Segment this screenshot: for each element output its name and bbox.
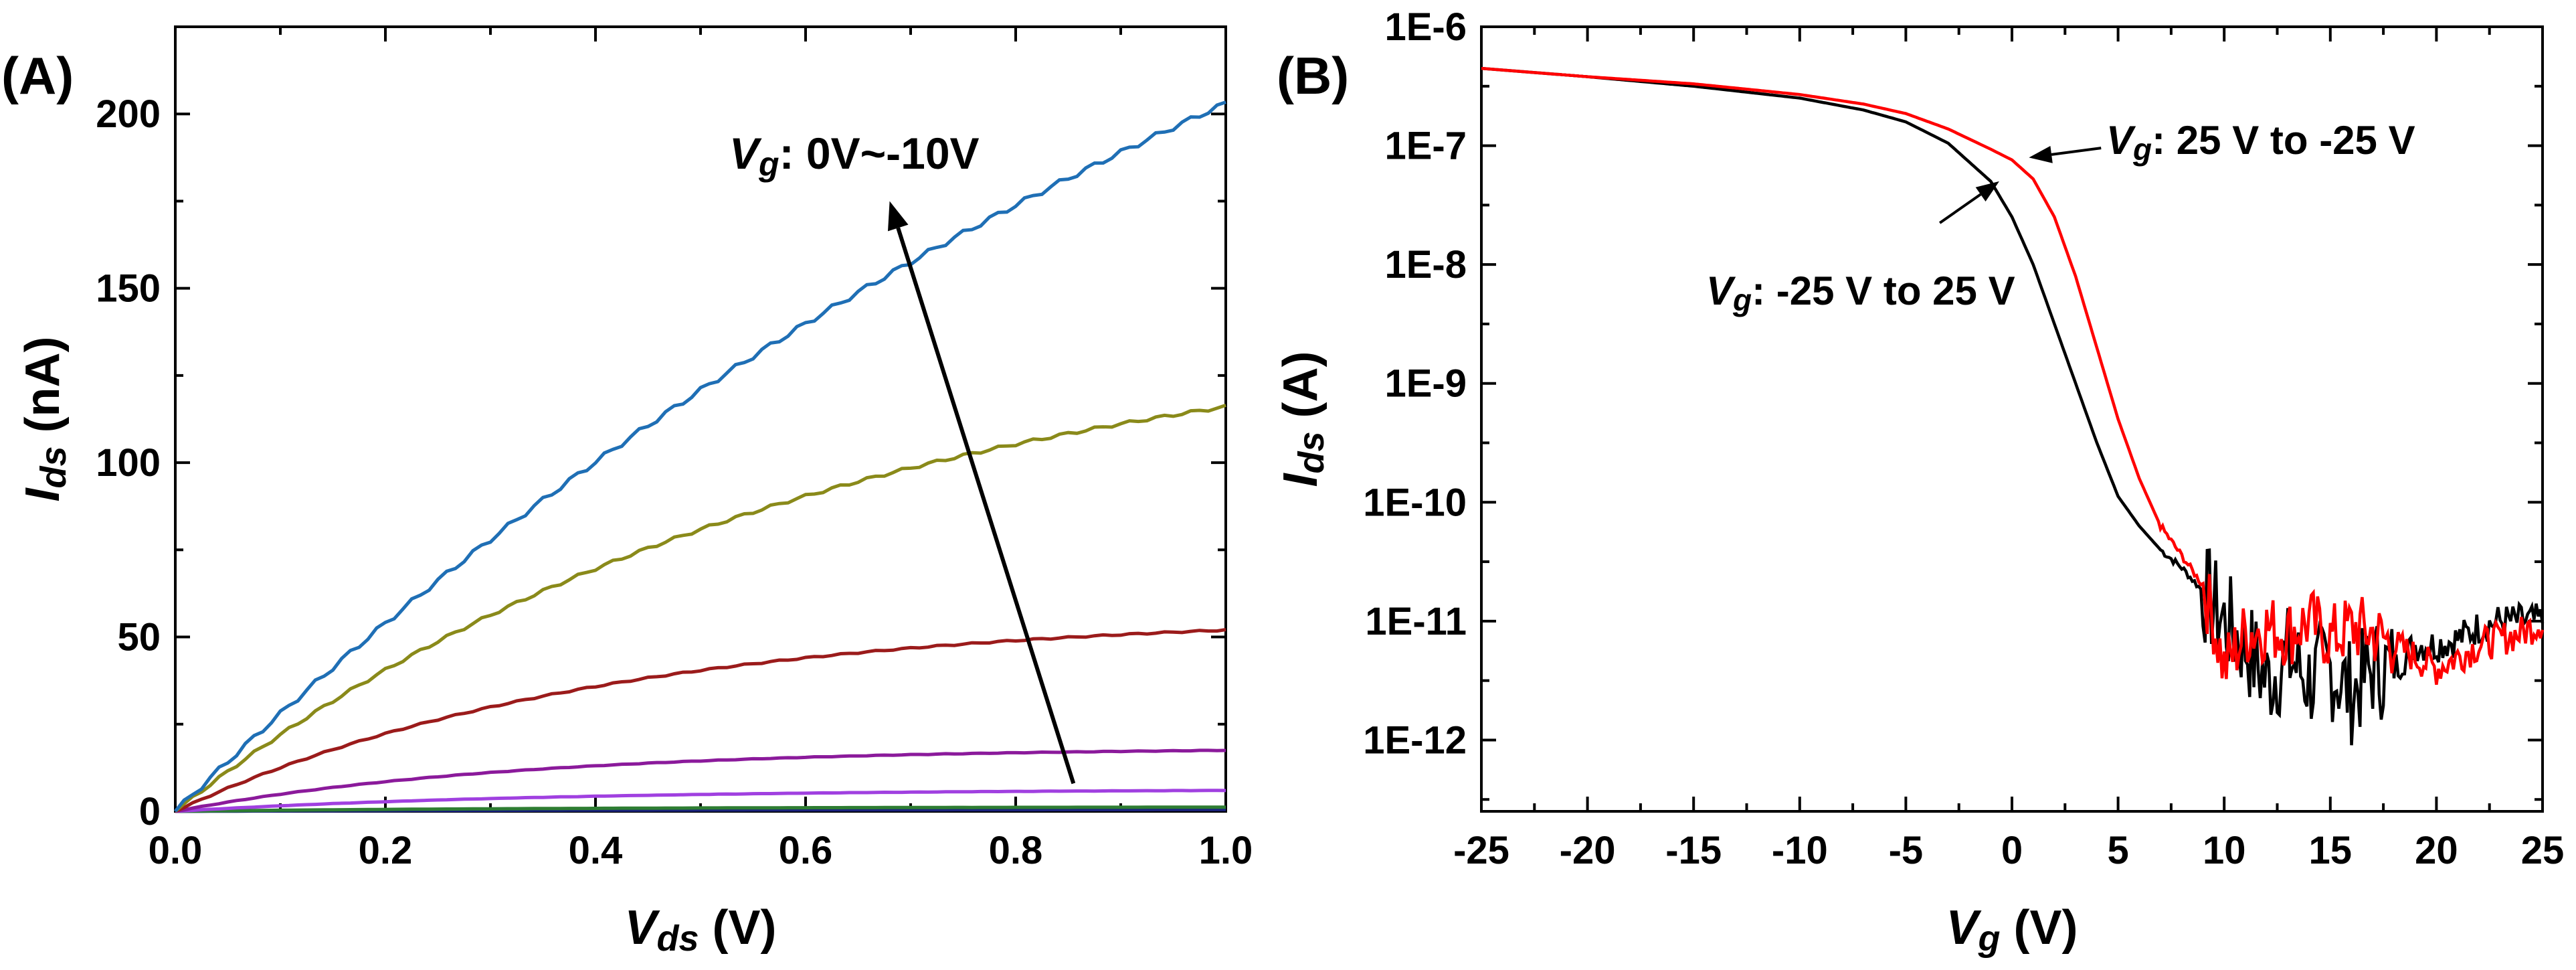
b-y-tick-label: 1E-6 [1384, 5, 1467, 49]
panel-b-arrows [1939, 146, 2102, 224]
b-x-tick-label: -5 [1889, 829, 1924, 872]
panel-a-series [174, 100, 1226, 813]
a-y-tick-label: 50 [117, 616, 161, 659]
b-y-tick-label: 1E-12 [1363, 718, 1467, 762]
b-y-tick-label: 1E-11 [1365, 600, 1467, 643]
b-series-forward-line [1481, 66, 2545, 746]
b-arrow-shaft [1939, 193, 1982, 224]
panel-a-y-ticks: 0 50 100 150 200 [96, 25, 1226, 833]
a-series-line [175, 789, 1226, 813]
panel-b-y-axis-title: Ids (A) [1274, 351, 1331, 487]
panel-b-y-ticks: 1E-6 1E-7 1E-8 1E-9 1E-10 1E-11 1E-12 [1363, 5, 2543, 801]
b-x-tick-label: 25 [2521, 829, 2565, 872]
a-x-tick-label: 0.2 [359, 829, 413, 872]
a-series-line [175, 628, 1226, 813]
b-x-tick-label: 5 [2107, 829, 2128, 872]
b-x-tick-label: 20 [2415, 829, 2458, 872]
a-y-tick-label: 150 [96, 267, 161, 311]
b-x-tick-label: -20 [1560, 829, 1616, 872]
panel-a: (A) 0.0 0.2 0.4 0.6 0.8 1.0 0 50 100 150 200 Vds … [1, 25, 1253, 959]
b-y-tick-label: 1E-8 [1384, 243, 1467, 287]
panel-b-annotation-forward: Vg: -25 V to 25 V [1706, 268, 2015, 317]
b-x-tick-label: -10 [1772, 829, 1828, 872]
b-arrow-shaft [2051, 147, 2102, 156]
b-series-reverse-line [1481, 66, 2545, 685]
panel-a-label: (A) [1, 46, 74, 105]
a-arrow-shaft [896, 227, 1076, 785]
panel-b-annotation-reverse: Vg: 25 V to -25 V [2106, 118, 2415, 167]
a-y-tick-label: 100 [96, 441, 161, 485]
a-x-tick-label: 1.0 [1199, 829, 1253, 872]
a-y-tick-label: 0 [139, 790, 161, 833]
panel-a-plot-frame [174, 25, 1227, 813]
b-x-tick-label: 15 [2309, 829, 2353, 872]
b-x-tick-label: -15 [1665, 829, 1722, 872]
a-series-line [174, 404, 1226, 813]
a-x-tick-label: 0.6 [779, 829, 833, 872]
panel-a-annotation: Vg: 0V~-10V [729, 129, 980, 183]
panel-b-label: (B) [1277, 46, 1349, 105]
panel-a-y-axis-title: Ids (nA) [16, 337, 74, 502]
b-arrow-head [2029, 146, 2053, 163]
b-x-tick-label: -25 [1453, 829, 1509, 872]
a-series-line [174, 100, 1226, 813]
b-arrow-head [1975, 181, 1999, 201]
panel-a-x-ticks: 0.0 0.2 0.4 0.6 0.8 1.0 [149, 27, 1253, 872]
panel-b-x-axis-title: Vg (V) [1946, 901, 2078, 959]
a-series-line [175, 805, 1226, 813]
b-y-tick-label: 1E-7 [1384, 125, 1467, 168]
panel-b: (B) -25 -20 -15 -10 -5 0 5 10 15 20 25 1E-61E-71E-… [1274, 5, 2564, 959]
a-series-line [175, 748, 1226, 813]
a-x-tick-label: 0.8 [989, 829, 1043, 872]
panel-a-arrow [887, 201, 1076, 785]
a-x-tick-label: 0.4 [569, 829, 623, 872]
b-y-tick-label: 1E-9 [1384, 362, 1467, 406]
panel-b-series [1481, 66, 2545, 746]
b-y-tick-label: 1E-10 [1363, 481, 1467, 524]
a-y-tick-label: 200 [96, 92, 161, 136]
b-x-tick-label: 10 [2203, 829, 2246, 872]
b-x-tick-label: 0 [2001, 829, 2023, 872]
a-x-tick-label: 0.0 [149, 829, 203, 872]
a-arrow-head [887, 201, 909, 232]
panel-a-x-axis-title: Vds (V) [624, 901, 776, 959]
